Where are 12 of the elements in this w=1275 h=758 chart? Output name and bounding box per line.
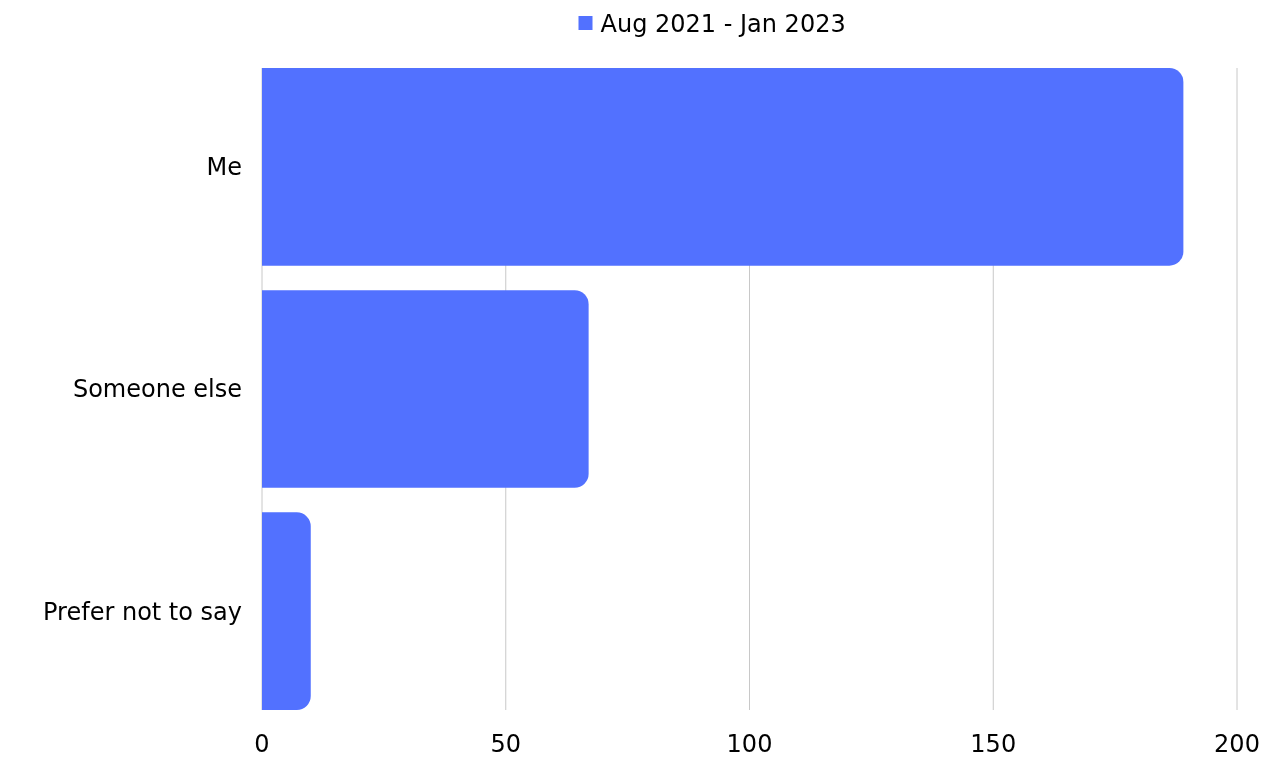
x-tick-label: 0	[254, 730, 270, 758]
y-tick-label: Someone else	[72, 375, 242, 404]
bar	[262, 290, 589, 488]
bar	[262, 512, 311, 710]
bar	[262, 68, 1184, 266]
x-tick-label: 150	[970, 730, 1017, 758]
x-tick-label: 50	[490, 730, 522, 758]
y-tick-label: Prefer not to say	[43, 597, 242, 626]
x-tick-label: 200	[1214, 730, 1260, 758]
x-tick-label: 100	[726, 730, 773, 758]
y-tick-label: Me	[206, 153, 242, 182]
legend-label: Aug 2021 - Jan 2023	[600, 10, 846, 39]
